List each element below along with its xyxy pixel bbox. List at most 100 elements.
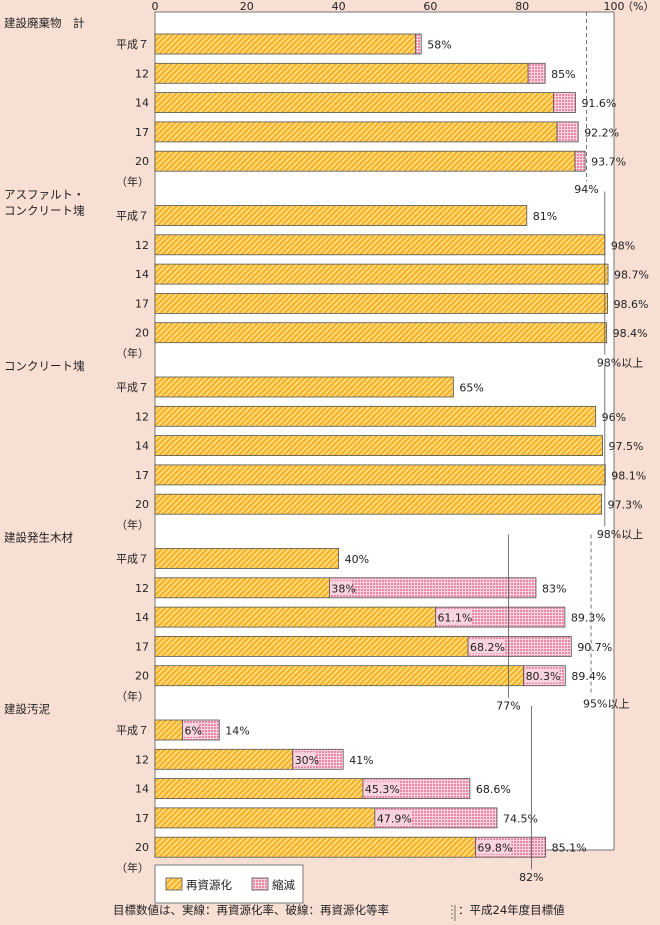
total-value-label: 89.3% bbox=[571, 612, 606, 625]
recycle-value-label: 61.1% bbox=[437, 612, 472, 625]
total-value-label: 93.7% bbox=[591, 156, 626, 169]
total-value-label: 97.3% bbox=[608, 499, 643, 512]
year-label: 12 bbox=[135, 753, 149, 766]
total-value-label: 98.4% bbox=[613, 327, 648, 340]
total-value-label: 92.2% bbox=[584, 126, 619, 139]
recycle-value-label: 80.3% bbox=[526, 670, 561, 683]
bar-recycle bbox=[154, 292, 608, 314]
year-label: 20 bbox=[135, 327, 149, 340]
year-unit-label: （年） bbox=[116, 518, 149, 532]
target-label: 94% bbox=[574, 183, 598, 196]
total-value-label: 85% bbox=[551, 68, 575, 81]
recycle-value-label: 6% bbox=[185, 725, 202, 738]
bar-reduction bbox=[329, 577, 537, 599]
recycle-label-bg bbox=[375, 810, 411, 825]
recycle-label-bg bbox=[524, 668, 560, 683]
group-label: 建設廃棄物 計 bbox=[4, 16, 85, 30]
total-value-label: 65% bbox=[459, 382, 483, 395]
bar-reduction bbox=[415, 33, 422, 55]
year-label: 17 bbox=[135, 469, 149, 482]
bar-recycle bbox=[154, 606, 436, 628]
total-value-label: 81% bbox=[533, 210, 557, 223]
target-label: 98%以上 bbox=[597, 357, 643, 370]
total-value-label: 40% bbox=[345, 553, 369, 566]
year-unit-label: （年） bbox=[116, 689, 149, 703]
bar-recycle bbox=[154, 807, 376, 829]
group-label: コンクリート塊 bbox=[4, 204, 85, 218]
recycle-value-label: 69.8% bbox=[477, 842, 512, 855]
bar-recycle bbox=[154, 234, 606, 256]
year-label: 12 bbox=[135, 410, 149, 423]
total-value-label: 98.6% bbox=[614, 298, 649, 311]
target-label: 98%以上 bbox=[597, 528, 643, 541]
year-label: 14 bbox=[135, 783, 149, 796]
year-unit-label: （年） bbox=[116, 346, 149, 360]
bar-recycle bbox=[154, 150, 576, 172]
bar-recycle bbox=[154, 121, 558, 143]
year-label: 17 bbox=[135, 297, 149, 310]
recycle-label-bg bbox=[363, 781, 399, 796]
year-unit-label: （年） bbox=[116, 175, 149, 189]
total-value-label: 98% bbox=[611, 239, 635, 252]
x-tick-label: 60 bbox=[423, 0, 437, 13]
bar-recycle bbox=[154, 577, 330, 599]
year-label: 平成７ bbox=[116, 210, 149, 223]
recycle-label-bg bbox=[476, 840, 512, 855]
legend-label-recycle: 再資源化 bbox=[186, 878, 232, 892]
year-label: 17 bbox=[135, 812, 149, 825]
bar-reduction bbox=[556, 121, 579, 143]
year-label: 14 bbox=[135, 268, 149, 281]
bar-recycle bbox=[154, 719, 183, 741]
total-value-label: 97.5% bbox=[609, 440, 644, 453]
recycle-label-bg bbox=[436, 610, 472, 625]
bar-recycle bbox=[154, 464, 606, 486]
footnote-target-year: ：平成24年度目標値 bbox=[458, 903, 565, 917]
year-label: 20 bbox=[135, 155, 149, 168]
bar-reduction bbox=[553, 92, 576, 113]
year-label: 平成７ bbox=[116, 553, 149, 566]
year-label: 20 bbox=[135, 670, 149, 683]
recycle-value-label: 47.9% bbox=[377, 812, 412, 825]
x-tick-label: 0 bbox=[152, 0, 159, 13]
bar-recycle bbox=[154, 665, 524, 687]
total-value-label: 74.5% bbox=[503, 812, 538, 825]
x-tick-label: 80 bbox=[515, 0, 529, 13]
bar-recycle bbox=[154, 376, 454, 398]
year-label: 14 bbox=[135, 440, 149, 453]
year-label: 14 bbox=[135, 611, 149, 624]
bar-recycle bbox=[154, 62, 529, 84]
recycle-value-label: 38% bbox=[331, 582, 355, 595]
x-tick-label: 100 bbox=[604, 0, 625, 13]
bar-reduction bbox=[574, 150, 586, 172]
total-value-label: 14% bbox=[225, 725, 249, 738]
year-label: 12 bbox=[135, 239, 149, 252]
year-label: 平成７ bbox=[116, 381, 149, 394]
year-label: 17 bbox=[135, 126, 149, 139]
year-label: 17 bbox=[135, 640, 149, 653]
x-tick-label: 20 bbox=[240, 0, 254, 13]
total-value-label: 58% bbox=[427, 39, 451, 52]
target-label: 77% bbox=[496, 700, 520, 713]
group-label: アスファルト・ bbox=[4, 188, 85, 202]
recycle-value-label: 68.2% bbox=[470, 641, 505, 654]
year-unit-label: （年） bbox=[116, 861, 149, 875]
recycle-label-bg bbox=[330, 580, 353, 595]
bar-recycle bbox=[154, 405, 597, 427]
group-2: アスファルト・コンクリート塊 平成７ 81% 12 98% 14 98.7% 17 98.6% 2… bbox=[4, 188, 649, 370]
recycle-value-label: 45.3% bbox=[365, 783, 400, 796]
year-label: 14 bbox=[135, 97, 149, 110]
total-value-label: 96% bbox=[602, 411, 626, 424]
target-label: 82% bbox=[519, 871, 543, 884]
bar-recycle bbox=[154, 92, 554, 113]
legend-label-reduction: 縮減 bbox=[272, 878, 295, 892]
group-label: 建設汚泥 bbox=[4, 702, 50, 716]
total-value-label: 89.4% bbox=[571, 670, 606, 683]
bar-recycle bbox=[154, 548, 340, 569]
total-value-label: 98.7% bbox=[614, 269, 649, 282]
target-label: 95%以上 bbox=[583, 698, 629, 711]
footnote-legend-note: 目標数値は、実線：再資源化率、破線：再資源化等率 bbox=[113, 903, 389, 917]
bar-recycle bbox=[154, 493, 603, 515]
